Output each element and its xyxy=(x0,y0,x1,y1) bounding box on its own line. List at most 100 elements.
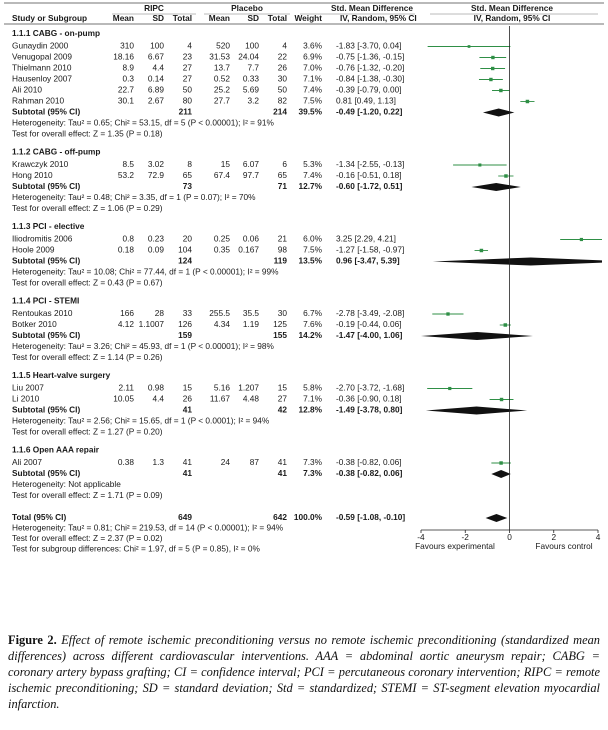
row-label: Subtotal (95% CI) xyxy=(12,468,80,478)
row-label: Subtotal (95% CI) xyxy=(12,405,80,415)
x-tick-label: 2 xyxy=(551,532,556,542)
ci-label: -0.16 [-0.51, 0.18] xyxy=(336,170,402,180)
group-header: Std. Mean Difference xyxy=(331,3,413,13)
ci-label: -0.38 [-0.82, 0.06] xyxy=(336,468,403,478)
column-header: Mean xyxy=(209,13,230,23)
cell: 20 xyxy=(183,234,193,244)
cell: 15 xyxy=(183,383,193,393)
cell: 3.02 xyxy=(148,159,165,169)
weight: 7.4% xyxy=(303,170,323,180)
column-header: IV, Random, 95% CI xyxy=(340,13,417,23)
heterogeneity: Heterogeneity: Tau² = 10.08; Chi² = 77.4… xyxy=(12,267,279,277)
group-header: Placebo xyxy=(231,3,263,13)
ci-label: 0.96 [-3.47, 5.39] xyxy=(336,256,400,266)
cell: 1.207 xyxy=(238,383,259,393)
weight: 12.7% xyxy=(298,181,322,191)
weight: 7.6% xyxy=(303,319,323,329)
weight: 5.8% xyxy=(303,383,323,393)
cell: 30 xyxy=(278,74,288,84)
column-header: SD xyxy=(152,13,164,23)
cell: 2.67 xyxy=(148,96,165,106)
cell: 642 xyxy=(273,512,287,522)
cell: 27 xyxy=(183,63,193,73)
column-header: Weight xyxy=(295,13,323,23)
plot-area xyxy=(421,45,602,522)
ci-label: -2.78 [-3.49, -2.08] xyxy=(336,308,404,318)
ci-label: -1.49 [-3.78, 0.80] xyxy=(336,405,403,415)
cell: 33 xyxy=(183,308,193,318)
x-tick-label: -4 xyxy=(417,532,425,542)
column-header: Total xyxy=(268,13,287,23)
cell: 72.9 xyxy=(148,170,165,180)
cell: 4 xyxy=(282,41,287,51)
row-label: Hausenloy 2007 xyxy=(12,74,72,84)
group-header: Std. Mean Difference xyxy=(471,3,553,13)
row-label: Ali 2007 xyxy=(12,457,42,467)
ci-label: -0.75 [-1.36, -0.15] xyxy=(336,52,404,62)
cell: 41 xyxy=(183,457,193,467)
ci-label: -0.36 [-0.90, 0.18] xyxy=(336,394,402,404)
cell: 8.9 xyxy=(122,63,134,73)
weight: 14.2% xyxy=(298,330,322,340)
ci-label: -0.38 [-0.82, 0.06] xyxy=(336,457,402,467)
total-note: Test for overall effect: Z = 2.37 (P = 0… xyxy=(12,533,163,543)
summary-diamond xyxy=(485,514,508,522)
effect-square xyxy=(503,323,508,327)
cell: 0.35 xyxy=(214,245,231,255)
row-label: Liu 2007 xyxy=(12,383,44,393)
overall-test: Test for overall effect: Z = 1.27 (P = 0… xyxy=(12,427,163,437)
row-label: Hoole 2009 xyxy=(12,245,55,255)
ci-label: -0.60 [-1.72, 0.51] xyxy=(336,181,403,191)
cell: 4.4 xyxy=(152,394,164,404)
cell: 159 xyxy=(178,330,192,340)
weight: 7.0% xyxy=(303,63,323,73)
cell: 2.11 xyxy=(118,383,134,393)
cell: 15 xyxy=(278,383,288,393)
weight: 5.3% xyxy=(303,159,323,169)
weight: 13.5% xyxy=(298,256,322,266)
cell: 0.09 xyxy=(148,245,165,255)
cell: 27 xyxy=(183,74,193,84)
x-tick-label: 0 xyxy=(507,532,512,542)
cell: 0.33 xyxy=(243,74,260,84)
cell: 80 xyxy=(183,96,193,106)
effect-square xyxy=(489,77,493,82)
cell: 104 xyxy=(178,245,192,255)
cell: 82 xyxy=(278,96,288,106)
cell: 4.48 xyxy=(243,394,260,404)
effect-square xyxy=(478,163,482,167)
effect-square xyxy=(499,88,503,93)
cell: 6 xyxy=(282,159,287,169)
cell: 5.69 xyxy=(243,85,260,95)
cell: 6.07 xyxy=(243,159,260,169)
ci-label: -0.59 [-1.08, -0.10] xyxy=(336,512,405,522)
ci-label: -0.49 [-1.20, 0.22] xyxy=(336,107,403,117)
row-label: Subtotal (95% CI) xyxy=(12,256,80,266)
cell: 7.7 xyxy=(247,63,259,73)
effect-square xyxy=(446,312,450,316)
effect-square xyxy=(467,45,471,48)
overall-test: Test for overall effect: Z = 1.35 (P = 0… xyxy=(12,129,163,139)
group-header: RIPC xyxy=(144,3,164,13)
cell: 30.1 xyxy=(118,96,135,106)
row-label: Subtotal (95% CI) xyxy=(12,330,80,340)
column-header: Total xyxy=(173,13,192,23)
caption-text: Effect of remote ischemic preconditionin… xyxy=(8,633,600,711)
total-note: Heterogeneity: Tau² = 0.81; Chi² = 219.5… xyxy=(12,523,284,533)
cell: 23 xyxy=(183,52,193,62)
row-label: Ali 2010 xyxy=(12,85,42,95)
subgroup-title: 1.1.5 Heart-valve surgery xyxy=(12,370,111,380)
cell: 124 xyxy=(178,256,192,266)
cell: 0.18 xyxy=(118,245,135,255)
effect-square xyxy=(525,99,530,104)
weight: 6.0% xyxy=(303,234,323,244)
cell: 649 xyxy=(178,512,192,522)
row-label: Gunaydin 2000 xyxy=(12,41,69,51)
cell: 100 xyxy=(150,41,164,51)
effect-square xyxy=(499,397,504,402)
row-label: Iliodromitis 2006 xyxy=(12,234,73,244)
cell: 15 xyxy=(221,159,231,169)
subgroup-title: 1.1.6 Open AAA repair xyxy=(12,445,100,455)
cell: 126 xyxy=(178,319,192,329)
cell: 520 xyxy=(216,41,230,51)
